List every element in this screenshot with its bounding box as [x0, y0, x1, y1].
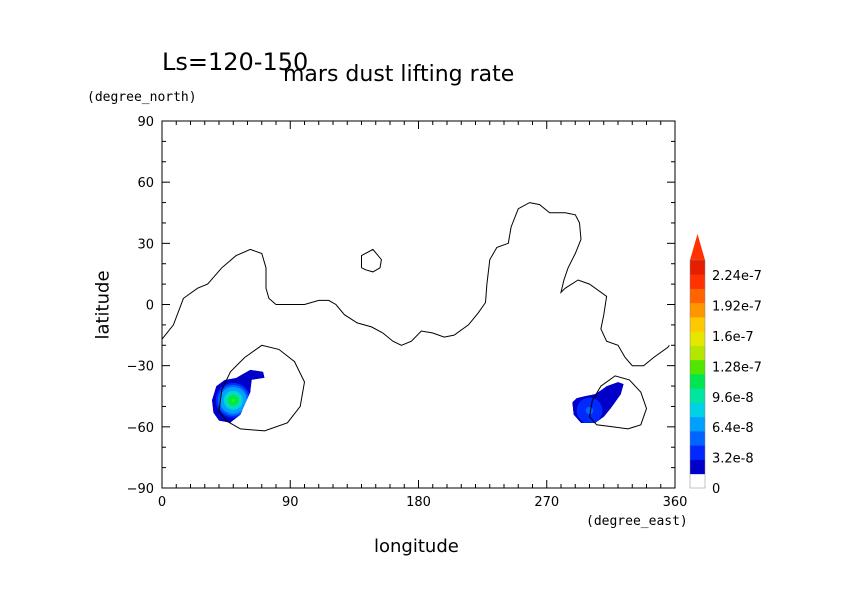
dust-patches — [211, 369, 624, 423]
colorbar-segment — [690, 302, 705, 318]
colorbar-segment — [690, 416, 705, 432]
colorbar-tick-label: 6.4e-8 — [712, 421, 754, 436]
dust-level — [231, 398, 235, 402]
coastline-contours — [162, 202, 670, 432]
colorbar-tick-label: 2.24e-7 — [712, 269, 762, 284]
colorbar-frame — [689, 259, 706, 489]
x-tick-label: 270 — [534, 495, 559, 510]
colorbar-segment — [690, 431, 705, 446]
colorbar-segment — [690, 388, 705, 403]
y-tick-label: 90 — [137, 115, 154, 130]
y-axis-unit: (degree_north) — [87, 90, 197, 105]
colorbar-segment — [690, 445, 705, 460]
colorbar-tick-label: 0 — [712, 482, 720, 497]
contour-line — [361, 248, 382, 273]
y-tick-label: −90 — [127, 482, 154, 497]
colorbar-segment — [690, 317, 705, 332]
colorbar-tick-label: 9.6e-8 — [712, 391, 754, 406]
colorbar-tick-label: 1.92e-7 — [712, 300, 762, 315]
x-axis-label: longitude — [374, 536, 459, 557]
colorbar-extend-arrow — [690, 234, 705, 260]
y-axis-ticks: 90 60 30 0 −30 −60 −90 — [127, 115, 675, 497]
contour-line — [218, 344, 306, 432]
plot-frame — [161, 120, 676, 489]
chart-subtitle: Ls=120-150 — [162, 48, 309, 76]
x-tick-label: 180 — [406, 495, 431, 510]
colorbar-tick-label: 1.28e-7 — [712, 360, 762, 375]
colorbar-segment — [690, 374, 705, 389]
y-tick-label: 0 — [146, 299, 154, 314]
colorbar-tick-label: 3.2e-8 — [712, 452, 754, 467]
colorbar-tick-label: 1.6e-7 — [712, 330, 754, 345]
y-tick-label: −30 — [127, 360, 154, 375]
contour-line — [162, 202, 670, 367]
y-tick-label: 30 — [137, 237, 154, 252]
colorbar-segment — [690, 274, 705, 289]
x-axis-ticks: 0 90 180 270 360 — [158, 121, 688, 510]
colorbar-segment — [690, 402, 705, 418]
colorbar-segment — [690, 331, 705, 346]
y-tick-label: −60 — [127, 421, 154, 436]
x-tick-label: 90 — [282, 495, 299, 510]
dust-patch — [211, 369, 265, 423]
colorbar-segment — [690, 260, 705, 275]
chart-title: mars dust lifting rate — [283, 62, 515, 87]
colorbar-segment — [690, 288, 705, 304]
x-tick-label: 0 — [158, 495, 166, 510]
colorbar-segment — [690, 459, 705, 475]
contour-line — [589, 375, 648, 430]
colorbar: 0 3.2e-8 6.4e-8 9.6e-8 1.28e-7 1.6e-7 1.92e-7 2… — [689, 234, 762, 497]
dust-patch — [572, 382, 624, 423]
x-tick-label: 360 — [663, 495, 688, 510]
colorbar-segment — [690, 345, 705, 361]
colorbar-segment — [690, 473, 705, 489]
x-axis-unit: (degree_east) — [586, 514, 688, 529]
y-tick-label: 60 — [137, 176, 154, 191]
colorbar-segment — [690, 359, 705, 375]
